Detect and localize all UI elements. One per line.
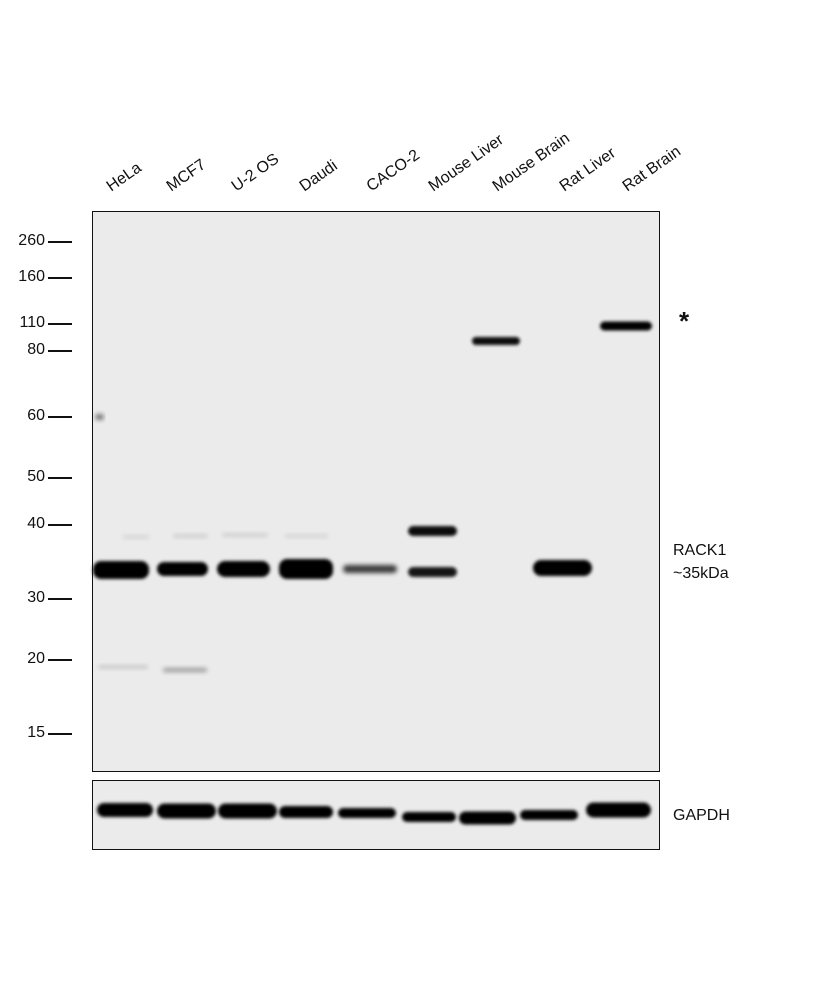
- blot-band: [157, 803, 216, 819]
- mw-marker-label: 40: [27, 515, 45, 532]
- mw-marker-tick: [48, 598, 72, 600]
- blot-band: [217, 561, 270, 577]
- blot-band: [279, 806, 333, 818]
- mw-marker-label: 60: [27, 407, 45, 424]
- mw-marker-label: 80: [27, 341, 45, 358]
- target-size-label: ~35kDa: [673, 565, 729, 582]
- blot-band: [123, 535, 149, 539]
- mw-marker: 20: [0, 650, 72, 670]
- blot-band: [459, 811, 516, 825]
- blot-band: [338, 808, 396, 818]
- mw-marker: 80: [0, 341, 72, 361]
- blot-band: [97, 803, 153, 817]
- mw-marker-label: 50: [27, 468, 45, 485]
- blot-band: [285, 534, 328, 538]
- blot-band: [586, 802, 651, 818]
- blot-band: [163, 668, 207, 672]
- mw-marker: 110: [0, 314, 72, 334]
- mw-marker-label: 260: [18, 232, 45, 249]
- blot-band: [98, 665, 148, 669]
- mw-marker: 160: [0, 268, 72, 288]
- asterisk-annotation: *: [679, 306, 690, 336]
- mw-marker: 15: [0, 724, 72, 744]
- blot-band: [520, 810, 578, 820]
- mw-marker-tick: [48, 477, 72, 479]
- mw-marker-label: 20: [27, 650, 45, 667]
- mw-marker: 40: [0, 515, 72, 535]
- blot-band: [343, 565, 397, 573]
- blot-band: [218, 803, 277, 819]
- mw-marker-tick: [48, 733, 72, 735]
- blot-band: [533, 560, 592, 576]
- target-label: RACK1: [673, 542, 727, 559]
- mw-marker-tick: [48, 241, 72, 243]
- blot-band: [157, 562, 208, 576]
- blot-band: [408, 526, 457, 536]
- blot-band: [95, 414, 104, 420]
- mw-marker-tick: [48, 524, 72, 526]
- blot-band: [279, 559, 333, 579]
- blot-band: [222, 533, 268, 537]
- mw-marker-tick: [48, 659, 72, 661]
- mw-marker-tick: [48, 416, 72, 418]
- mw-marker-label: 110: [19, 314, 45, 331]
- mw-marker-label: 15: [27, 724, 45, 741]
- mw-marker-label: 30: [27, 589, 45, 606]
- main-blot-panel: [92, 211, 660, 772]
- blot-band: [600, 321, 652, 331]
- mw-marker-tick: [48, 323, 72, 325]
- mw-marker: 30: [0, 589, 72, 609]
- loading-control-label: GAPDH: [673, 807, 730, 824]
- blot-band: [408, 567, 457, 577]
- mw-marker: 50: [0, 468, 72, 488]
- blot-band: [173, 534, 208, 538]
- mw-marker-tick: [48, 350, 72, 352]
- mw-marker: 260: [0, 232, 72, 252]
- mw-marker: 60: [0, 407, 72, 427]
- blot-band: [402, 812, 456, 822]
- blot-band: [472, 337, 520, 345]
- mw-marker-label: 160: [18, 268, 45, 285]
- blot-band: [93, 561, 149, 579]
- mw-marker-tick: [48, 277, 72, 279]
